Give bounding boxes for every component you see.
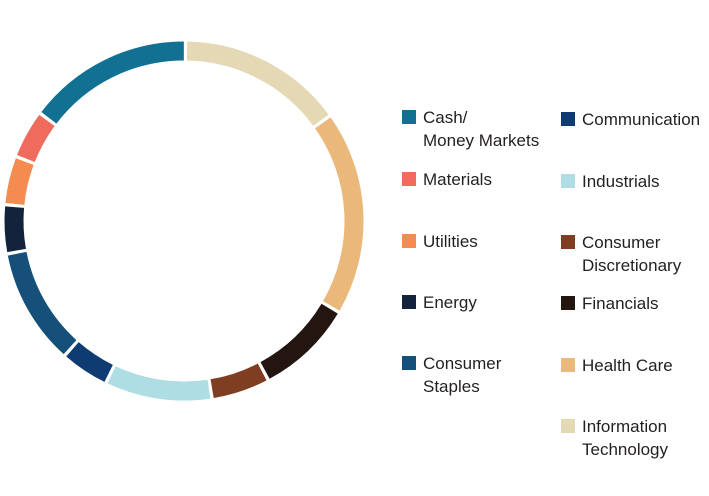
legend-swatch xyxy=(402,356,416,370)
donut-slice-materials xyxy=(17,114,55,163)
legend-item-information-technology: Information Technology xyxy=(561,415,668,461)
legend-label: Utilities xyxy=(423,232,478,251)
legend-label: Industrials xyxy=(582,172,660,191)
donut-slice-energy xyxy=(4,206,26,253)
legend-swatch xyxy=(402,234,416,248)
legend-label: Health Care xyxy=(582,356,673,375)
legend-item-materials: Materials xyxy=(402,168,492,191)
donut-slice-health-care xyxy=(314,117,364,311)
legend-label: Energy xyxy=(423,293,477,312)
legend-label: Consumer Discretionary xyxy=(582,233,682,275)
donut-slice-industrials xyxy=(107,366,211,401)
donut-slice-utilities xyxy=(5,158,34,206)
legend-item-health-care: Health Care xyxy=(561,354,673,377)
legend-label: Cash/ Money Markets xyxy=(423,108,540,150)
legend-swatch xyxy=(561,296,575,310)
donut-slice-financials xyxy=(260,303,338,379)
legend-swatch xyxy=(402,110,416,124)
donut-slice-consumer-staples xyxy=(7,251,77,355)
legend-swatch xyxy=(402,172,416,186)
legend-label: Communication xyxy=(582,110,701,129)
legend-item-communication: Communication xyxy=(561,108,700,131)
donut-slice-consumer-discretionary xyxy=(210,363,267,399)
legend-item-energy: Energy xyxy=(402,291,477,314)
legend-item-industrials: Industrials xyxy=(561,170,659,193)
legend-item-financials: Financials xyxy=(561,292,659,315)
donut-slice-information-technology xyxy=(186,41,329,126)
legend-swatch xyxy=(561,174,575,188)
legend-item-consumer-staples: Consumer Staples xyxy=(402,352,501,398)
legend-label: Financials xyxy=(582,294,659,313)
legend-item-cash-money-markets: Cash/ Money Markets xyxy=(402,106,539,152)
legend-swatch xyxy=(561,358,575,372)
donut-slice-communication xyxy=(66,341,114,382)
donut-slice-cash-money-markets xyxy=(41,41,184,124)
legend-swatch xyxy=(402,295,416,309)
legend-item-utilities: Utilities xyxy=(402,230,478,253)
legend-label: Materials xyxy=(423,170,492,189)
legend-label: Information Technology xyxy=(582,417,669,459)
legend-swatch xyxy=(561,112,575,126)
legend-item-consumer-discretionary: Consumer Discretionary xyxy=(561,231,681,277)
legend-swatch xyxy=(561,235,575,249)
legend-label: Consumer Staples xyxy=(423,354,502,396)
legend-swatch xyxy=(561,419,575,433)
